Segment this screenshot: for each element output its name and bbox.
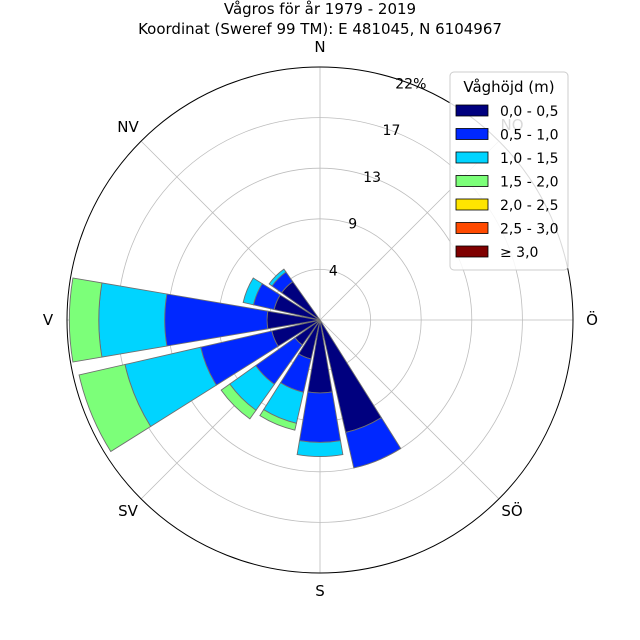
- rose-bar-270-bin-3: [68, 277, 103, 363]
- radial-tick-0: 4: [329, 263, 338, 279]
- rose-bar-225-bin-3: [220, 383, 257, 420]
- rose-bar-247.5-bin-3: [78, 363, 152, 453]
- radial-tick-3: 17: [383, 123, 401, 139]
- legend-swatch-2: [455, 151, 489, 164]
- direction-label-0: N: [314, 38, 325, 56]
- legend: Våghöjd (m) 0,0 - 0,5 0,5 - 1,0 1,0 - 1,5 1…: [449, 71, 569, 271]
- rose-bar-202.5-bin-3: [259, 409, 297, 431]
- direction-label-5: SV: [118, 502, 139, 520]
- radial-tick-4: 22%: [395, 76, 426, 92]
- direction-label-6: V: [43, 311, 54, 329]
- legend-label-2: 1,0 - 1,5: [500, 151, 558, 167]
- direction-label-3: SÖ: [501, 501, 522, 520]
- legend-swatch-0: [455, 104, 489, 117]
- legend-label-5: 2,5 - 3,0: [500, 222, 558, 238]
- legend-label-0: 0,0 - 0,5: [500, 104, 558, 120]
- direction-label-2: Ö: [586, 310, 598, 329]
- rose-bar-180-bin-2: [296, 440, 344, 457]
- legend-title: Våghöjd (m): [463, 78, 554, 96]
- rose-bar-180-bin-1: [298, 391, 342, 443]
- direction-label-7: NV: [117, 118, 139, 136]
- legend-swatch-6: [455, 245, 489, 258]
- chart-subtitle: Koordinat (Sweref 99 TM): E 481045, N 61…: [138, 20, 502, 38]
- legend-label-3: 1,5 - 2,0: [500, 175, 558, 191]
- rose-bars: [68, 268, 402, 469]
- radial-tick-2: 13: [363, 170, 381, 186]
- grid-spoke-135: [319, 319, 500, 500]
- legend-swatch-3: [455, 175, 489, 187]
- legend-swatch-5: [455, 222, 489, 234]
- rose-bar-315-bin-2: [268, 268, 287, 287]
- chart-title: Vågros för år 1979 - 2019: [224, 0, 416, 18]
- legend-label-1: 0,5 - 1,0: [500, 128, 558, 144]
- rose-bar-292.5-bin-2: [242, 277, 263, 306]
- legend-frame: [449, 71, 569, 271]
- legend-label-6: ≥ 3,0: [500, 245, 538, 261]
- rose-bar-157.5-bin-1: [345, 417, 402, 469]
- rose-bar-270-bin-2: [98, 282, 168, 358]
- radial-tick-labels: 4 9 13 17 22%: [329, 76, 426, 279]
- legend-swatch-1: [455, 128, 489, 140]
- polar-frame: [66, 66, 574, 574]
- legend-swatch-4: [455, 198, 489, 211]
- radial-tick-1: 9: [348, 217, 357, 233]
- direction-label-4: S: [315, 582, 325, 600]
- legend-label-4: 2,0 - 2,5: [500, 198, 558, 214]
